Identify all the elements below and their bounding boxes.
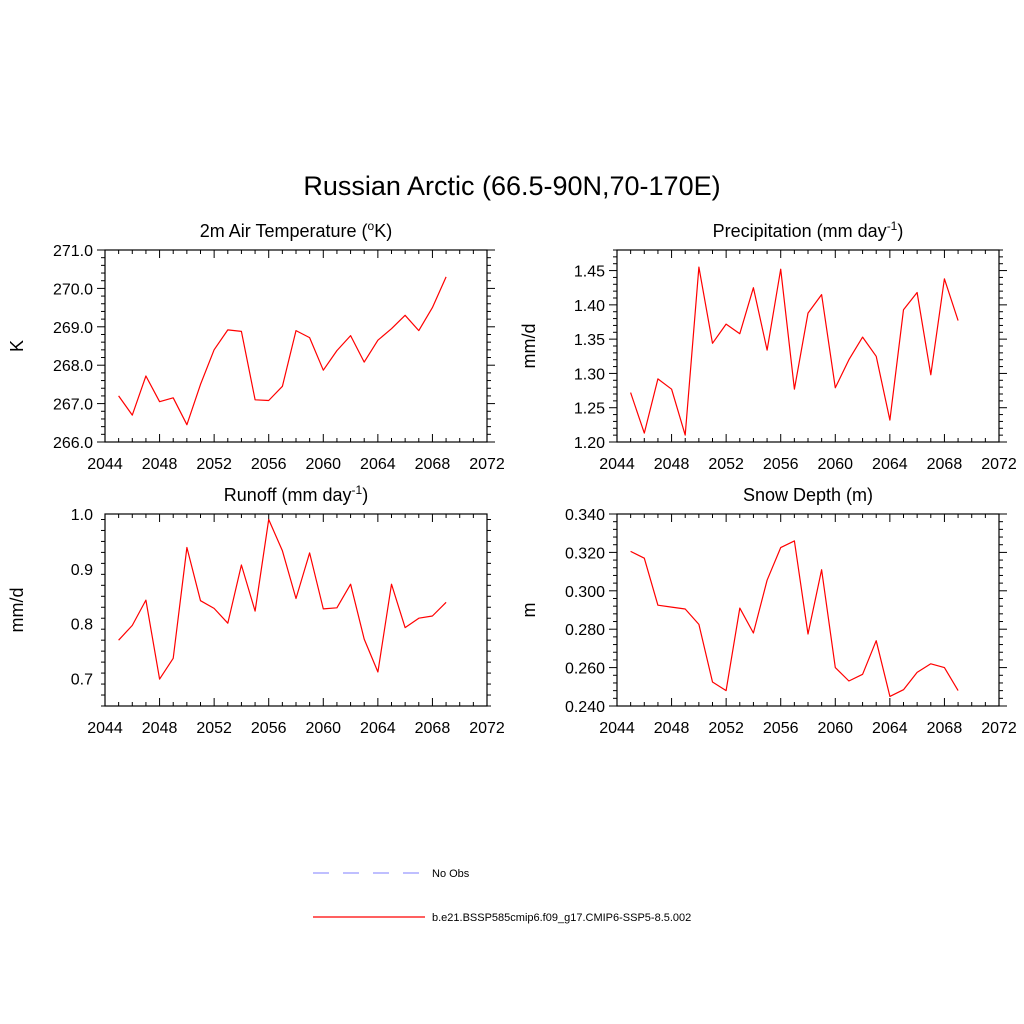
- y-tick-label: 267.0: [53, 397, 93, 414]
- series-line: [118, 518, 447, 680]
- x-tick-label: 2060: [817, 456, 853, 473]
- figure-title: Russian Arctic (66.5-90N,70-170E): [303, 171, 720, 201]
- y-tick-label: 1.40: [574, 298, 605, 315]
- x-tick-label: 2048: [142, 720, 178, 737]
- y-tick-label: 0.280: [565, 622, 605, 639]
- plot-frame: [104, 513, 488, 707]
- y-tick-label: 1.30: [574, 366, 605, 383]
- y-axis-label: mm/d: [7, 588, 27, 633]
- y-tick-label: 0.260: [565, 661, 605, 678]
- x-tick-label: 2064: [872, 456, 908, 473]
- x-tick-label: 2064: [360, 456, 396, 473]
- x-tick-label: 2072: [981, 720, 1017, 737]
- legend-label-1: No Obs: [432, 868, 470, 880]
- x-tick-label: 2044: [87, 456, 123, 473]
- panel-3: Runoff (mm day-1) mm/d 2044 2048 2052 2056 206…: [7, 483, 505, 737]
- y-tick-label: 1.45: [574, 264, 605, 281]
- x-tick-label: 2056: [763, 720, 799, 737]
- x-tick-label: 2056: [251, 720, 287, 737]
- panel-title: Snow Depth (m): [743, 485, 873, 505]
- x-tick-label: 2068: [415, 456, 451, 473]
- x-tick-label: 2052: [708, 720, 744, 737]
- x-tick-label: 2060: [305, 456, 341, 473]
- y-tick-label: 1.25: [574, 401, 605, 418]
- x-tick-label: 2048: [654, 456, 690, 473]
- panel-1: 2m Air Temperature (oK) K 2044 2048 2052 2056…: [7, 219, 505, 473]
- x-tick-label: 2048: [142, 456, 178, 473]
- y-axis-label: K: [7, 340, 27, 352]
- plot-frame: [616, 513, 1000, 707]
- y-tick-label: 266.0: [53, 435, 93, 452]
- x-tick-label: 2060: [817, 720, 853, 737]
- x-tick-label: 2068: [415, 720, 451, 737]
- x-tick-label: 2052: [196, 456, 232, 473]
- x-tick-label: 2068: [927, 456, 963, 473]
- panel-title: Runoff (mm day-1): [224, 483, 368, 505]
- panel-title: Precipitation (mm day-1): [713, 219, 904, 241]
- y-tick-label: 0.300: [565, 584, 605, 601]
- y-tick-label: 1.35: [574, 332, 605, 349]
- y-tick-label: 0.9: [71, 562, 93, 579]
- x-tick-label: 2068: [927, 720, 963, 737]
- legend-label-2: b.e21.BSSP585cmip6.f09_g17.CMIP6-SSP5-8.…: [432, 912, 691, 924]
- y-tick-label: 269.0: [53, 320, 93, 337]
- x-tick-label: 2064: [360, 720, 396, 737]
- y-axis-label: m: [519, 603, 539, 618]
- y-tick-label: 0.320: [565, 545, 605, 562]
- panel-4: Snow Depth (m) m 2044 2048 2052 2056 2060 2064 2…: [519, 485, 1017, 737]
- series-line: [630, 540, 959, 698]
- x-tick-label: 2056: [251, 456, 287, 473]
- y-tick-label: 0.8: [71, 617, 93, 634]
- x-tick-label: 2060: [305, 720, 341, 737]
- y-tick-label: 0.340: [565, 507, 605, 524]
- y-tick-label: 1.20: [574, 435, 605, 452]
- plot-frame: [616, 249, 1000, 443]
- series-line: [118, 276, 447, 426]
- panel-2: Precipitation (mm day-1) mm/d 2044 2048 2052…: [519, 219, 1017, 473]
- x-tick-label: 2056: [763, 456, 799, 473]
- x-tick-label: 2052: [196, 720, 232, 737]
- x-tick-label: 2044: [87, 720, 123, 737]
- y-tick-label: 1.0: [71, 507, 93, 524]
- x-tick-label: 2072: [469, 456, 505, 473]
- x-tick-label: 2048: [654, 720, 690, 737]
- y-tick-label: 0.240: [565, 699, 605, 716]
- x-tick-label: 2052: [708, 456, 744, 473]
- y-axis-label: mm/d: [519, 324, 539, 369]
- x-tick-label: 2044: [599, 720, 635, 737]
- legend: No Obs b.e21.BSSP585cmip6.f09_g17.CMIP6-S…: [313, 868, 691, 924]
- x-tick-label: 2072: [469, 720, 505, 737]
- x-tick-label: 2064: [872, 720, 908, 737]
- x-tick-label: 2072: [981, 456, 1017, 473]
- x-tick-label: 2044: [599, 456, 635, 473]
- y-tick-label: 271.0: [53, 243, 93, 260]
- series-line: [630, 266, 959, 436]
- y-tick-label: 270.0: [53, 281, 93, 298]
- panels-container: 2m Air Temperature (oK) K 2044 2048 2052 2056…: [7, 219, 1017, 737]
- y-tick-label: 0.7: [71, 672, 93, 689]
- panel-title: 2m Air Temperature (oK): [200, 219, 392, 241]
- y-tick-label: 268.0: [53, 358, 93, 375]
- plot-frame: [104, 249, 488, 443]
